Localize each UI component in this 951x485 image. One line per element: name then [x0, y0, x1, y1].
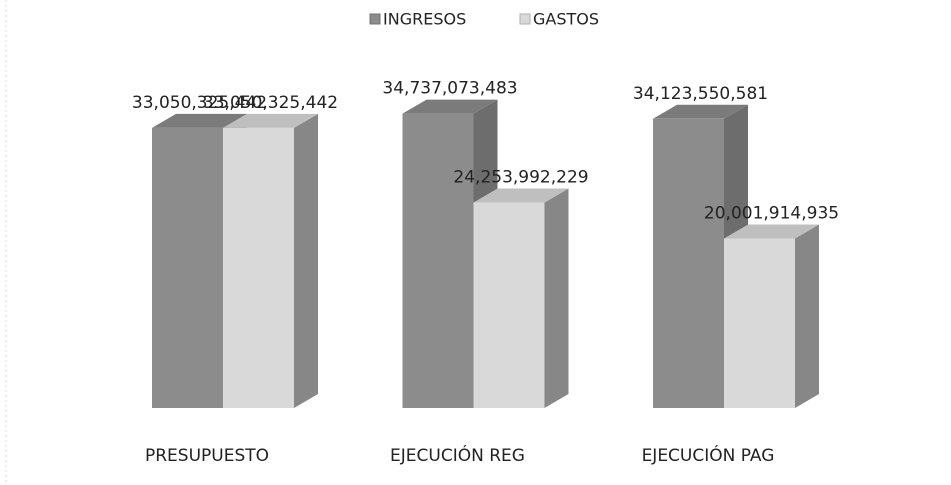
bar-side	[795, 224, 819, 408]
bar	[223, 127, 294, 408]
data-label: 20,001,914,935	[704, 203, 839, 223]
bar	[473, 202, 545, 408]
bar-top	[223, 113, 318, 128]
bar	[724, 238, 795, 408]
data-label: 34,123,550,581	[633, 84, 768, 104]
bar-side	[544, 188, 569, 408]
legend-swatch	[369, 13, 381, 25]
bar	[653, 118, 724, 408]
bar-top	[402, 99, 498, 114]
legend-swatch	[519, 13, 531, 25]
bar-top	[653, 104, 748, 119]
bar	[402, 113, 474, 408]
x-tick-label: EJECUCIÓN PAG	[642, 444, 775, 466]
data-label: 33,050,325,442	[203, 93, 338, 113]
bar-top	[724, 224, 819, 239]
x-tick-label: PRESUPUESTO	[145, 446, 269, 466]
legend-label: INGRESOS	[383, 10, 466, 29]
bar-top	[152, 113, 247, 128]
data-label: 24,253,992,229	[453, 167, 588, 187]
data-label: 33,050,325,442	[132, 93, 267, 113]
bar-top	[473, 188, 569, 203]
data-label: 34,737,073,483	[382, 79, 517, 99]
legend-label: GASTOS	[533, 10, 599, 29]
bar-side	[294, 113, 318, 408]
x-tick-label: EJECUCIÓN REG	[390, 444, 525, 466]
bar	[152, 127, 223, 408]
